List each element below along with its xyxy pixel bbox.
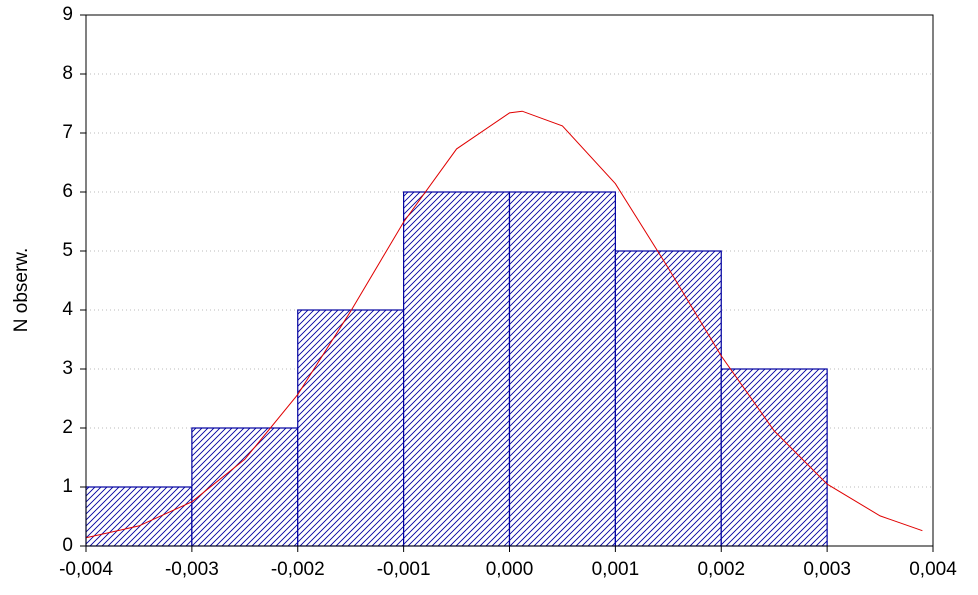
bar [614,250,722,547]
bar [191,427,299,547]
y-tick-label: 3 [62,358,73,379]
bar [85,486,193,547]
y-tick-label: 6 [62,181,73,202]
x-tick-label: -0,003 [165,559,219,580]
y-axis-label: N obserw. [11,248,32,332]
bar [297,309,405,547]
plot-frame [85,14,934,547]
x-tick-label: -0,002 [271,559,325,580]
y-tick-label: 7 [62,122,73,143]
fit-curve [85,110,923,539]
x-tick-label: 0,000 [486,559,534,580]
x-tick-label: -0,004 [59,559,113,580]
y-tick-label: 8 [62,63,73,84]
y-tick-label: 2 [62,417,73,438]
bar [720,368,828,547]
x-tick-label: -0,001 [377,559,431,580]
y-tick-label: 4 [62,299,73,320]
y-tick-label: 5 [62,240,73,261]
y-tick-label: 1 [62,476,73,497]
y-tick-label: 0 [62,535,73,556]
x-tick-label: 0,004 [909,559,957,580]
y-tick-label: 9 [62,4,73,25]
x-tick-label: 0,002 [697,559,745,580]
bar [508,191,616,547]
x-tick-label: 0,001 [592,559,640,580]
x-tick-label: 0,003 [803,559,851,580]
bar [403,191,511,547]
